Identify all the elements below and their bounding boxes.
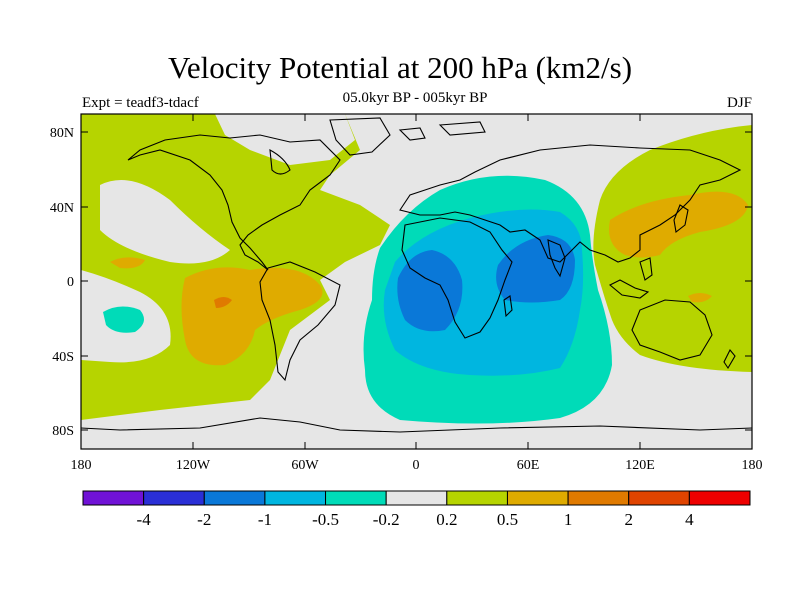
colorbar-level-label: -0.5 <box>312 510 339 529</box>
colorbar-swatch <box>628 490 690 506</box>
season-label: DJF <box>726 95 752 111</box>
colorbar-swatch <box>203 490 266 506</box>
contour-neutral-npacific <box>100 180 230 264</box>
colorbar-level-label: -4 <box>137 510 152 529</box>
colorbar-swatch <box>567 490 630 506</box>
colorbar-swatch <box>688 490 751 506</box>
contour-orange-small-pacific <box>110 257 145 269</box>
x-tick-label: 60E <box>517 458 540 473</box>
contour-positive-east <box>593 125 752 372</box>
contour-neutral-arctic <box>215 114 355 165</box>
x-tick-label: 0 <box>413 458 420 473</box>
contour-field <box>81 114 752 449</box>
contour-blue-indian <box>496 235 575 303</box>
colorbar-level-label: 4 <box>685 510 694 529</box>
x-tick-label: 180 <box>71 458 92 473</box>
colorbar-level-label: 0.5 <box>497 510 518 529</box>
colorbar-swatch <box>506 490 569 506</box>
colorbar-swatch <box>82 490 145 506</box>
coastlines <box>81 117 752 433</box>
y-tick-labels: 80N 40N 0 40S 80S <box>50 126 74 439</box>
y-tick-label: 80S <box>52 424 74 439</box>
y-tick-label: 40S <box>52 350 74 365</box>
x-tick-label: 120E <box>625 458 655 473</box>
x-tick-label: 60W <box>291 458 319 473</box>
y-tick-label: 40N <box>50 201 74 216</box>
colorbar-level-label: -0.2 <box>373 510 400 529</box>
colorbar-level-label: 1 <box>564 510 573 529</box>
y-tick-label: 80N <box>50 126 74 141</box>
x-tick-marks <box>80 114 753 449</box>
colorbar-swatch <box>446 490 508 506</box>
x-tick-label: 120W <box>176 458 211 473</box>
colorbar-swatch <box>325 490 387 506</box>
x-tick-labels: 180 120W 60W 0 60E 120E 180 <box>71 458 763 473</box>
colorbar-level-label: 0.2 <box>436 510 457 529</box>
colorbar-level-label: 2 <box>624 510 633 529</box>
colorbar-labels: -4 -2 -1 -0.5 -0.2 0.2 0.5 1 2 4 <box>137 510 695 529</box>
x-tick-label: 180 <box>742 458 763 473</box>
y-tick-marks <box>81 131 752 431</box>
colorbar <box>82 490 751 506</box>
map-subtitle: 05.0kyr BP - 005kyr BP <box>342 90 488 106</box>
contour-orange-samerica <box>181 267 323 366</box>
colorbar-swatch <box>264 490 327 506</box>
colorbar-swatch <box>385 490 448 506</box>
colorbar-level-label: -2 <box>197 510 211 529</box>
colorbar-swatch <box>143 490 205 506</box>
contour-teal-pacific <box>103 306 144 333</box>
y-tick-label: 0 <box>67 275 74 290</box>
map-title: Velocity Potential at 200 hPa (km2/s) <box>167 50 633 85</box>
contour-dark-orange <box>214 297 232 308</box>
contour-orange-easia <box>609 191 748 258</box>
experiment-label: Expt = teadf3-tdacf <box>82 95 199 111</box>
contour-orange-australia <box>688 293 712 303</box>
colorbar-level-label: -1 <box>258 510 272 529</box>
